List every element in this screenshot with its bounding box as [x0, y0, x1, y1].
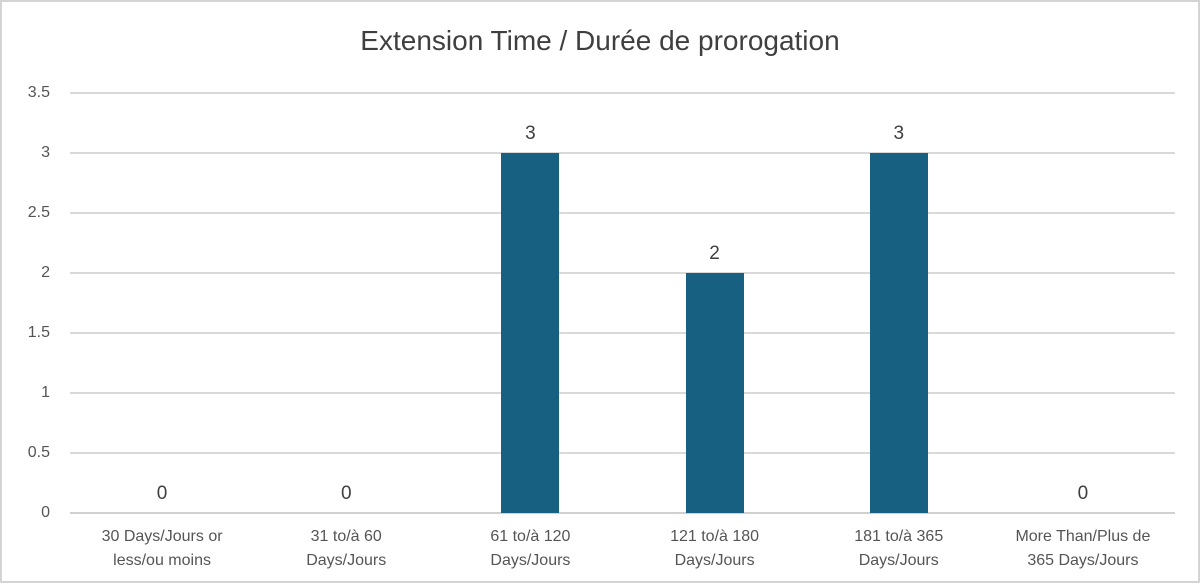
y-axis: 0 0.5 1 1.5 2 2.5 3 3.5	[2, 84, 50, 521]
gridline	[70, 392, 1175, 394]
bar-slot: 0	[70, 93, 254, 513]
x-tick-label: 61 to/à 120 Days/Jours	[490, 528, 571, 569]
bar	[501, 153, 560, 513]
bar	[869, 153, 928, 513]
y-tick-label: 0.5	[27, 444, 50, 461]
gridline	[70, 332, 1175, 334]
data-label: 0	[1077, 483, 1089, 504]
bar-slot: 3	[807, 93, 991, 513]
data-label: 2	[709, 243, 720, 265]
y-tick-label: 0	[41, 504, 50, 521]
x-tick-label: 181 to/à 365 Days/Jours	[854, 528, 944, 569]
gridline	[70, 212, 1175, 214]
bar-slot: 0	[254, 93, 438, 513]
plot-area: 0 0 3 2 3 0	[70, 92, 1175, 514]
bar-slot: 0	[991, 93, 1175, 513]
y-tick-label: 1.5	[27, 324, 50, 341]
x-axis-line	[70, 512, 1175, 514]
bar-slot: 2	[623, 93, 807, 513]
data-label: 0	[156, 483, 168, 504]
x-tick-label: 30 Days/Jours or less/ou moins	[101, 528, 223, 569]
bar	[685, 273, 744, 513]
y-tick-label: 2	[41, 264, 50, 281]
gridline	[70, 92, 1175, 94]
data-label: 0	[340, 483, 352, 504]
data-label: 3	[893, 123, 905, 144]
x-tick-label: 31 to/à 60 Days/Jours	[306, 528, 387, 569]
data-label: 3	[525, 123, 536, 144]
y-tick-label: 3	[41, 144, 50, 161]
gridline	[70, 452, 1175, 454]
x-tick-label: 121 to/à 180 Days/Jours	[670, 528, 760, 569]
chart-title: Extension Time / Durée de prorogation	[360, 25, 840, 56]
bar-slot: 3	[438, 93, 622, 513]
x-tick-label: More Than/Plus de 365 Days/Jours	[1015, 528, 1151, 569]
y-tick-label: 3.5	[27, 84, 50, 101]
y-tick-label: 2.5	[27, 204, 50, 221]
y-tick-label: 1	[41, 384, 50, 401]
gridline	[70, 272, 1175, 274]
x-axis: 30 Days/Jours or less/ou moins 31 to/à 60…	[70, 521, 1175, 579]
gridline	[70, 152, 1175, 154]
